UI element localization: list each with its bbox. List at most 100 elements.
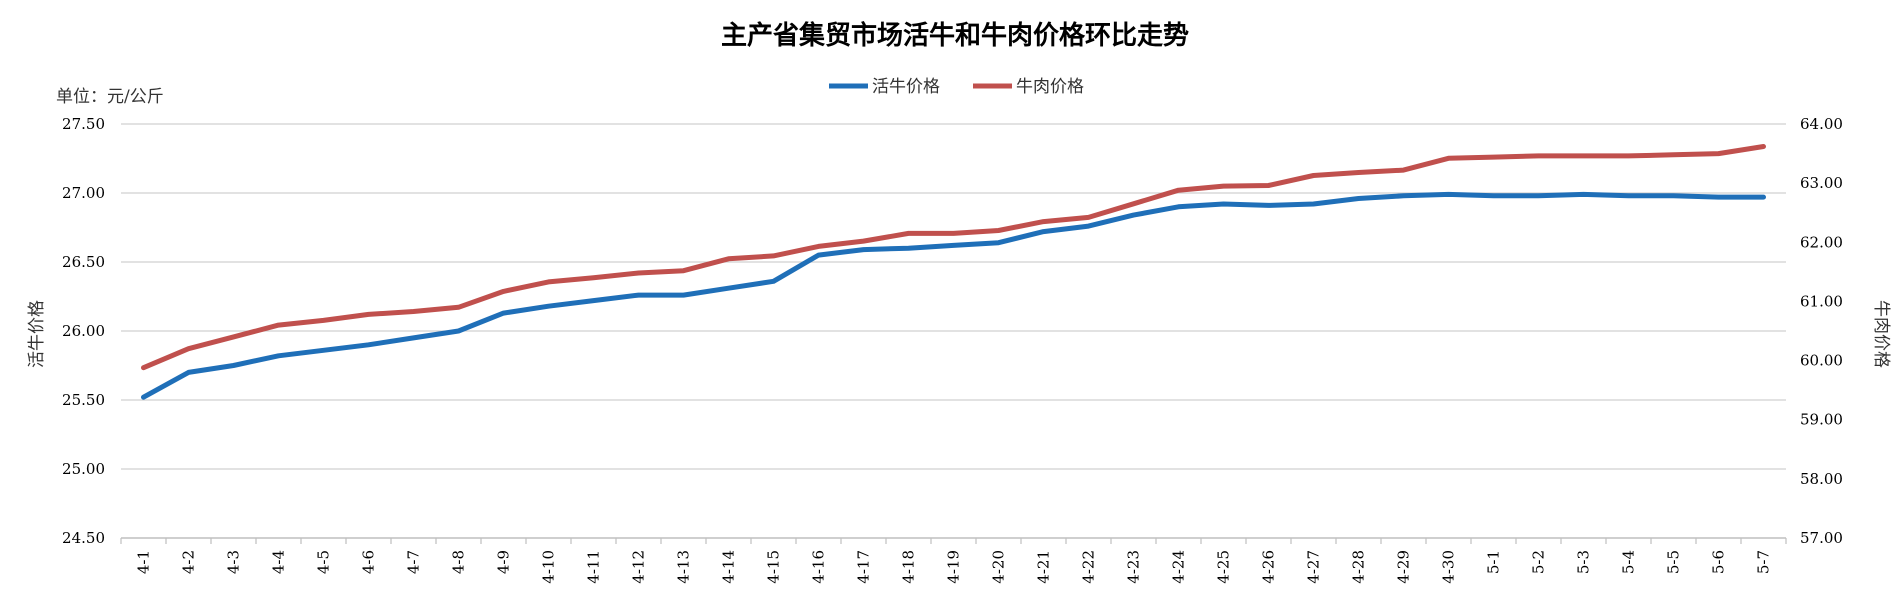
x-tick-label: 5-7 bbox=[1755, 550, 1773, 574]
x-tick-label: 5-6 bbox=[1710, 550, 1728, 574]
data-point-beef-price bbox=[906, 231, 911, 236]
data-point-beef-price bbox=[1176, 188, 1181, 193]
data-point-beef-price bbox=[456, 305, 461, 310]
data-point-beef-price bbox=[1041, 219, 1046, 224]
x-tick-label: 4-22 bbox=[1080, 550, 1098, 584]
data-point-beef-price bbox=[1086, 215, 1091, 220]
right-tick-label: 59.00 bbox=[1800, 411, 1843, 429]
x-tick-label: 4-21 bbox=[1035, 550, 1053, 584]
x-tick-label: 4-20 bbox=[990, 550, 1008, 584]
left-tick-label: 27.50 bbox=[62, 115, 105, 133]
x-tick-label: 4-3 bbox=[225, 550, 243, 574]
x-tick-label: 4-8 bbox=[450, 550, 468, 574]
data-point-live-cattle-price bbox=[636, 293, 641, 298]
right-y-axis: 57.00 58.00 59.00 60.00 61.00 62.00 63.00 64.00 bbox=[1800, 115, 1843, 547]
x-tick-label: 4-27 bbox=[1305, 550, 1323, 584]
data-point-live-cattle-price bbox=[591, 298, 596, 303]
data-point-live-cattle-price bbox=[726, 286, 731, 291]
x-tick-label: 5-3 bbox=[1575, 550, 1593, 574]
data-point-beef-price bbox=[366, 312, 371, 317]
data-point-beef-price bbox=[546, 279, 551, 284]
data-point-live-cattle-price bbox=[681, 293, 686, 298]
legend-label-beef: 牛肉价格 bbox=[1016, 77, 1084, 97]
data-point-live-cattle-price bbox=[951, 243, 956, 248]
data-point-live-cattle-price bbox=[1401, 193, 1406, 198]
data-point-live-cattle-price bbox=[1581, 192, 1586, 197]
x-tick-label: 4-4 bbox=[270, 550, 288, 574]
data-point-live-cattle-price bbox=[1356, 196, 1361, 201]
data-point-live-cattle-price bbox=[186, 370, 191, 375]
left-tick-label: 27.00 bbox=[62, 184, 105, 202]
x-tick-label: 4-6 bbox=[360, 550, 378, 574]
data-point-beef-price bbox=[1716, 151, 1721, 156]
left-tick-label: 25.50 bbox=[62, 391, 105, 409]
data-point-beef-price bbox=[1356, 170, 1361, 175]
data-point-live-cattle-price bbox=[1491, 193, 1496, 198]
right-tick-label: 63.00 bbox=[1800, 174, 1843, 192]
data-point-live-cattle-price bbox=[771, 279, 776, 284]
data-point-live-cattle-price bbox=[1041, 229, 1046, 234]
legend-label-live-cattle: 活牛价格 bbox=[872, 77, 940, 97]
data-point-live-cattle-price bbox=[1446, 192, 1451, 197]
data-point-live-cattle-price bbox=[1536, 193, 1541, 198]
right-tick-label: 62.00 bbox=[1800, 233, 1843, 251]
data-point-live-cattle-price bbox=[1311, 202, 1316, 207]
x-tick-label: 4-10 bbox=[540, 550, 558, 584]
series-line-beef-price bbox=[141, 144, 1766, 371]
gridlines bbox=[121, 123, 1786, 470]
right-tick-label: 58.00 bbox=[1800, 470, 1843, 488]
x-tick-label: 5-4 bbox=[1620, 550, 1638, 574]
data-point-live-cattle-price bbox=[1761, 195, 1766, 200]
x-tick-label: 4-15 bbox=[765, 550, 783, 584]
data-point-live-cattle-price bbox=[996, 240, 1001, 245]
data-point-live-cattle-price bbox=[1626, 193, 1631, 198]
data-point-beef-price bbox=[1266, 183, 1271, 188]
data-point-beef-price bbox=[1581, 153, 1586, 158]
x-tick-label: 4-23 bbox=[1125, 550, 1143, 584]
data-point-live-cattle-price bbox=[1086, 224, 1091, 229]
data-point-live-cattle-price bbox=[1131, 213, 1136, 218]
data-point-beef-price bbox=[1626, 153, 1631, 158]
x-tick-label: 4-7 bbox=[405, 550, 423, 574]
data-point-live-cattle-price bbox=[1176, 204, 1181, 209]
chart-title: 主产省集贸市场活牛和牛肉价格环比走势 bbox=[721, 20, 1189, 51]
data-point-beef-price bbox=[681, 268, 686, 273]
data-point-live-cattle-price bbox=[816, 253, 821, 258]
data-point-live-cattle-price bbox=[906, 246, 911, 251]
data-point-beef-price bbox=[771, 253, 776, 258]
x-tick-label: 4-11 bbox=[585, 550, 603, 584]
x-tick-label: 4-13 bbox=[675, 550, 693, 584]
data-point-beef-price bbox=[231, 334, 236, 339]
left-tick-label: 26.00 bbox=[62, 322, 105, 340]
data-point-beef-price bbox=[1131, 201, 1136, 206]
data-point-live-cattle-price bbox=[861, 247, 866, 252]
legend: 活牛价格 牛肉价格 bbox=[829, 77, 1084, 97]
x-tick-label: 4-28 bbox=[1350, 550, 1368, 584]
x-tick-label: 5-5 bbox=[1665, 550, 1683, 574]
data-point-beef-price bbox=[1761, 144, 1766, 149]
data-point-beef-price bbox=[1311, 173, 1316, 178]
data-point-beef-price bbox=[1401, 168, 1406, 173]
left-tick-label: 25.00 bbox=[62, 460, 105, 478]
data-point-beef-price bbox=[501, 289, 506, 294]
data-point-live-cattle-price bbox=[456, 329, 461, 334]
data-point-live-cattle-price bbox=[546, 304, 551, 309]
data-point-live-cattle-price bbox=[141, 395, 146, 400]
x-axis: 4-1 4-2 4-3 4-4 4-5 4-6 4-7 4-8 4-9 4-10 4-11 4-12 4… bbox=[120, 537, 1787, 584]
x-tick-label: 4-5 bbox=[315, 550, 333, 574]
data-point-beef-price bbox=[411, 309, 416, 314]
data-point-beef-price bbox=[141, 365, 146, 370]
data-point-live-cattle-price bbox=[1671, 193, 1676, 198]
x-tick-label: 4-14 bbox=[720, 550, 738, 584]
data-point-live-cattle-price bbox=[411, 335, 416, 340]
data-point-beef-price bbox=[276, 323, 281, 328]
left-axis-title: 活牛价格 bbox=[27, 300, 47, 368]
data-point-beef-price bbox=[321, 318, 326, 323]
x-tick-label: 4-26 bbox=[1260, 550, 1278, 584]
data-point-beef-price bbox=[1671, 152, 1676, 157]
x-tick-label: 4-29 bbox=[1395, 550, 1413, 584]
data-point-beef-price bbox=[636, 271, 641, 276]
data-point-live-cattle-price bbox=[276, 353, 281, 358]
x-tick-label: 5-1 bbox=[1485, 550, 1503, 574]
